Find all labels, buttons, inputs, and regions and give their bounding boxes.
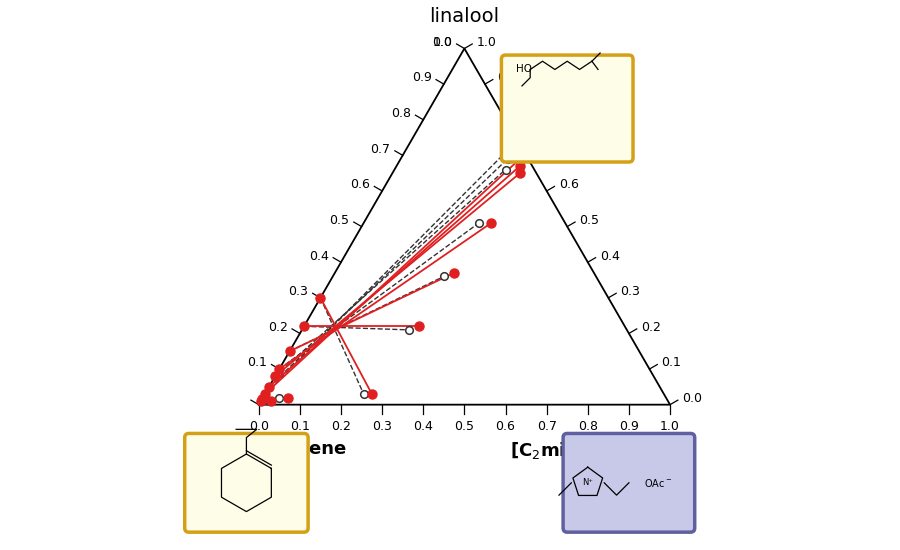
Text: $\mathrm{OAc^-}$: $\mathrm{OAc^-}$ bbox=[644, 477, 671, 489]
Text: 0.7: 0.7 bbox=[538, 142, 558, 156]
Text: 0.3: 0.3 bbox=[620, 285, 640, 298]
Text: 0.4: 0.4 bbox=[413, 420, 433, 433]
Text: N⁺: N⁺ bbox=[582, 478, 593, 487]
Text: 1.0: 1.0 bbox=[660, 420, 680, 433]
Text: 1.0: 1.0 bbox=[476, 36, 497, 49]
Text: 0.3: 0.3 bbox=[373, 420, 392, 433]
Text: 0.5: 0.5 bbox=[580, 214, 599, 227]
Text: 0.4: 0.4 bbox=[309, 250, 328, 262]
Text: 0.1: 0.1 bbox=[290, 420, 310, 433]
Text: 0.7: 0.7 bbox=[371, 142, 391, 156]
Text: 0.9: 0.9 bbox=[497, 72, 517, 85]
Text: 0.9: 0.9 bbox=[412, 72, 432, 85]
Text: 0.1: 0.1 bbox=[662, 356, 681, 370]
Text: limonene: limonene bbox=[253, 439, 346, 458]
Text: 0.3: 0.3 bbox=[289, 285, 309, 298]
Text: linalool: linalool bbox=[429, 7, 500, 26]
Text: 0.2: 0.2 bbox=[268, 321, 288, 334]
Text: 0.5: 0.5 bbox=[329, 214, 349, 227]
Text: 0.8: 0.8 bbox=[392, 107, 411, 120]
Text: 0.9: 0.9 bbox=[619, 420, 639, 433]
Text: 0.7: 0.7 bbox=[536, 420, 557, 433]
Text: 0.1: 0.1 bbox=[248, 356, 267, 370]
Text: 0.6: 0.6 bbox=[559, 178, 579, 191]
FancyBboxPatch shape bbox=[184, 433, 308, 532]
Text: 0.4: 0.4 bbox=[600, 250, 620, 262]
Text: 0.2: 0.2 bbox=[641, 321, 661, 334]
Text: 0.6: 0.6 bbox=[350, 178, 370, 191]
Text: 0.0: 0.0 bbox=[248, 420, 269, 433]
Text: 0.6: 0.6 bbox=[496, 420, 516, 433]
Text: [C$_2$mim][OAc]: [C$_2$mim][OAc] bbox=[510, 439, 649, 460]
Text: 1.0: 1.0 bbox=[432, 36, 453, 49]
FancyBboxPatch shape bbox=[501, 55, 633, 162]
Text: 0.8: 0.8 bbox=[518, 107, 537, 120]
FancyBboxPatch shape bbox=[563, 433, 695, 532]
Text: 0.2: 0.2 bbox=[331, 420, 351, 433]
Text: HO: HO bbox=[516, 64, 532, 74]
Text: 0.0: 0.0 bbox=[432, 36, 453, 49]
Text: 0.0: 0.0 bbox=[682, 392, 702, 405]
Text: 0.5: 0.5 bbox=[454, 420, 474, 433]
Text: 0.8: 0.8 bbox=[578, 420, 598, 433]
